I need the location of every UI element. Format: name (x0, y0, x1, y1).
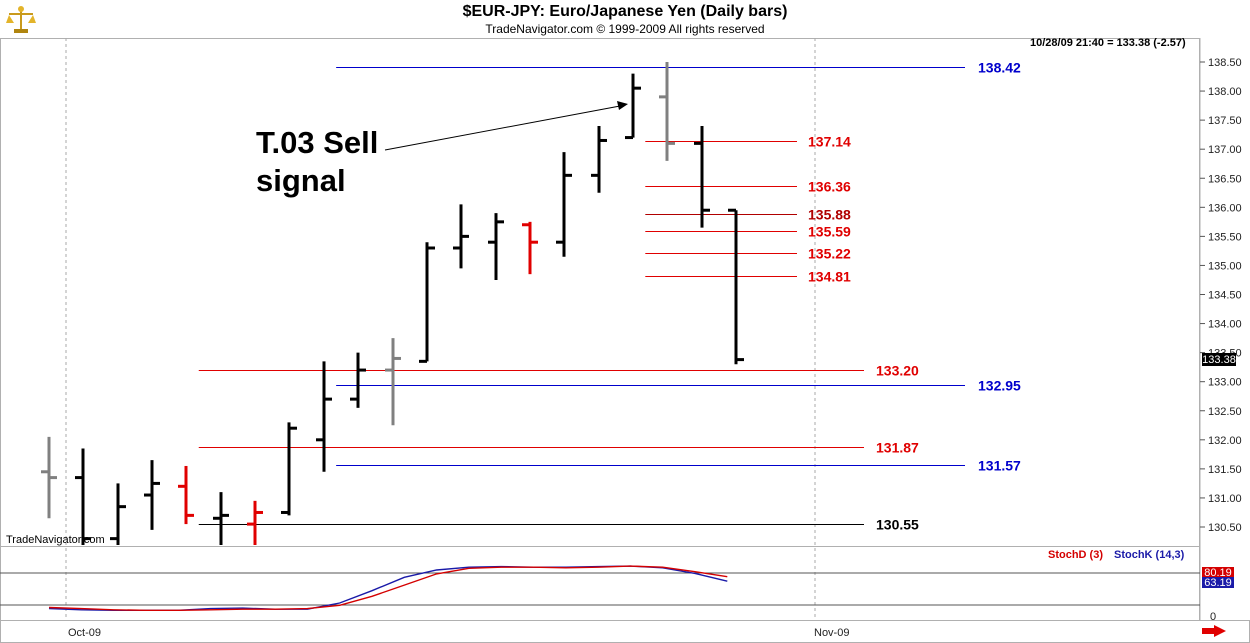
stoch-d-line (48, 565, 728, 611)
stoch-panel-frame (0, 546, 1200, 621)
stoch-zero-label: 0 (1210, 611, 1216, 623)
y-tick-label: 135.50 (1208, 231, 1242, 243)
y-tick-label: 136.50 (1208, 173, 1242, 185)
y-tick-label: 138.00 (1208, 86, 1242, 98)
level-label: 135.22 (808, 246, 851, 262)
level-label: 135.88 (808, 207, 851, 223)
scroll-right-arrow-icon[interactable] (1202, 625, 1226, 637)
level-label: 136.36 (808, 179, 851, 195)
annotation-arrowhead (617, 101, 628, 110)
level-label: 131.57 (978, 458, 1021, 474)
price-axis: 130.50 131.00 131.50 132.00 132.50 133.00 133.… (1200, 57, 1242, 534)
stoch-k-value-marker (1202, 577, 1234, 588)
x-tick-nov: Nov-09 (814, 627, 849, 639)
level-label: 135.59 (808, 224, 851, 240)
y-tick-label: 135.00 (1208, 260, 1242, 272)
level-label: 137.14 (808, 134, 851, 150)
y-tick-label: 137.00 (1208, 144, 1242, 156)
tradenavigator-watermark: TradeNavigator.com (6, 534, 105, 546)
annotation-line-1: T.03 Sell (256, 125, 379, 160)
level-label: 131.87 (876, 440, 919, 456)
stoch-d-value-marker (1202, 567, 1234, 578)
y-tick-label: 134.00 (1208, 319, 1242, 331)
gold-balance-scale-icon (5, 4, 37, 36)
annotation-line-2: signal (256, 163, 346, 198)
last-price-marker (1202, 353, 1236, 366)
copyright-notice: TradeNavigator.com © 1999-2009 All right… (485, 22, 765, 36)
y-tick-label: 137.50 (1208, 115, 1242, 127)
y-tick-label: 138.50 (1208, 57, 1242, 69)
level-label: 134.81 (808, 269, 851, 285)
y-tick-label: 130.50 (1208, 522, 1242, 534)
stoch-k-legend: StochK (14,3) (1114, 549, 1185, 561)
y-tick-label: 131.00 (1208, 493, 1242, 505)
stoch-k-value: 63.19 (1204, 577, 1232, 589)
x-tick-oct: Oct-09 (68, 627, 101, 639)
y-tick-label: 133.00 (1208, 377, 1242, 389)
stoch-d-legend: StochD (3) (1048, 549, 1103, 561)
y-tick-label: 134.50 (1208, 290, 1242, 302)
y-tick-label: 131.50 (1208, 464, 1242, 476)
level-label: 133.20 (876, 363, 919, 379)
y-tick-label: 136.00 (1208, 202, 1242, 214)
y-tick-label: 132.50 (1208, 406, 1242, 418)
level-label: 130.55 (876, 517, 919, 533)
annotation-arrow-line (384, 105, 621, 151)
price-bars (41, 62, 744, 545)
level-label: 138.42 (978, 60, 1021, 76)
y-tick-label: 132.00 (1208, 435, 1242, 447)
stoch-d-value: 80.19 (1204, 567, 1232, 579)
stochastic-lines (48, 565, 728, 611)
chart-title: $EUR-JPY: Euro/Japanese Yen (Daily bars) (462, 3, 788, 20)
level-label: 132.95 (978, 378, 1021, 394)
time-axis-frame (0, 620, 1250, 643)
last-price-label: 133.38 (1202, 354, 1236, 366)
last-quote-status: 10/28/09 21:40 = 133.38 (-2.57) (1030, 37, 1186, 49)
sell-signal-annotation: T.03 Sell signal (256, 124, 378, 200)
